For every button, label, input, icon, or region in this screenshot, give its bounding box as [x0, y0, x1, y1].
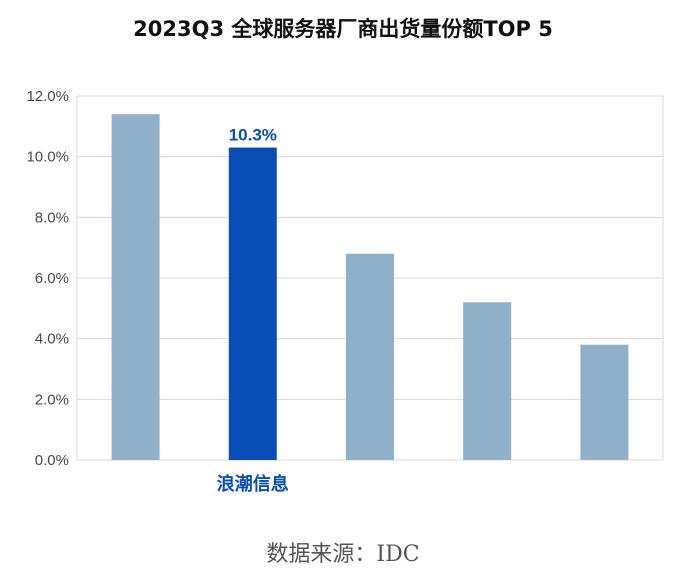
data-labels: 10.3%	[229, 126, 277, 145]
x-axis-categories: 浪潮信息	[217, 473, 289, 495]
bar-5	[580, 344, 629, 460]
y-tick-label: 2.0%	[35, 391, 69, 408]
y-tick-label: 0.0%	[35, 452, 69, 469]
y-tick-label: 12.0%	[26, 88, 69, 105]
category-label: 浪潮信息	[217, 473, 289, 495]
y-tick-label: 10.0%	[26, 149, 69, 166]
y-tick-label: 4.0%	[35, 331, 69, 348]
bar-4	[463, 302, 512, 460]
y-axis-ticks: 0.0% 2.0% 4.0% 6.0% 8.0% 10.0% 12.0%	[26, 88, 69, 469]
bar-2	[228, 147, 277, 461]
chart-title: 2023Q3 全球服务器厂商出货量份额TOP 5	[133, 17, 553, 41]
grid-layer	[76, 95, 664, 461]
y-tick-label: 8.0%	[35, 209, 69, 226]
bar-layer	[111, 114, 629, 461]
y-tick-label: 6.0%	[35, 270, 69, 287]
bar-3	[346, 253, 394, 460]
data-label: 10.3%	[229, 126, 277, 145]
source-note: 数据来源：IDC	[266, 542, 419, 567]
bar-1	[111, 114, 160, 460]
